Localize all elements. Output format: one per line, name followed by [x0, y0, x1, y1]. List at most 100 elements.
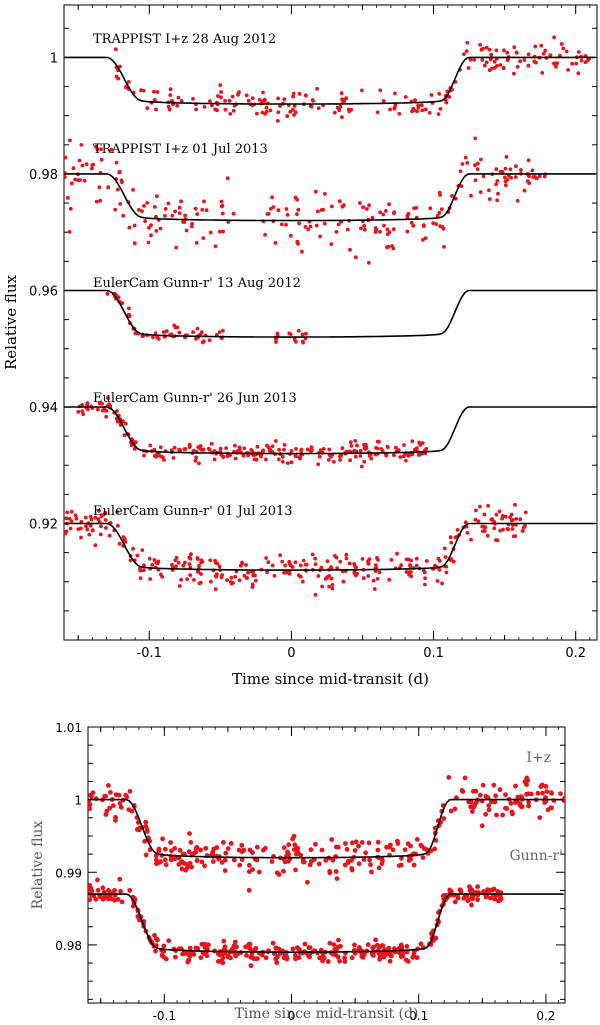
data-point	[350, 840, 355, 846]
data-point	[163, 207, 168, 211]
data-point	[149, 233, 153, 238]
data-point	[294, 851, 299, 857]
data-point	[576, 50, 581, 54]
data-point	[212, 457, 217, 462]
data-point	[276, 872, 282, 877]
data-point	[388, 953, 394, 958]
data-point	[484, 60, 489, 65]
data-point	[135, 553, 140, 558]
data-point	[313, 556, 317, 561]
data-point	[387, 202, 391, 207]
data-point	[141, 88, 146, 93]
data-point	[161, 954, 166, 960]
data-point	[80, 409, 85, 413]
data-point	[349, 444, 354, 448]
data-point	[250, 582, 255, 587]
data-point	[142, 453, 146, 458]
data-point	[395, 551, 399, 556]
data-point	[284, 207, 289, 211]
data-point	[166, 201, 171, 206]
data-point	[250, 96, 255, 101]
series-1	[88, 876, 564, 969]
data-point	[96, 517, 101, 522]
data-point	[353, 573, 358, 578]
data-point	[508, 800, 514, 806]
data-point	[510, 527, 515, 531]
data-point	[503, 805, 508, 811]
data-point	[540, 790, 545, 796]
data-point	[218, 958, 224, 964]
data-point	[487, 68, 492, 73]
data-point	[480, 58, 485, 62]
data-point	[543, 48, 548, 53]
data-point	[97, 508, 101, 513]
data-point	[227, 98, 232, 103]
data-point	[548, 53, 553, 58]
data-point	[306, 227, 311, 232]
data-point	[208, 99, 212, 104]
data-point	[460, 162, 465, 166]
data-point	[152, 89, 156, 94]
data-point	[376, 558, 380, 562]
plot-frame	[63, 4, 598, 641]
data-point	[311, 98, 315, 103]
data-point	[222, 868, 228, 873]
data-point	[415, 446, 419, 450]
data-point	[127, 888, 133, 893]
data-point	[361, 857, 367, 862]
data-point	[534, 60, 538, 65]
data-point	[330, 951, 335, 957]
data-point	[418, 443, 423, 447]
data-point	[364, 207, 369, 211]
data-point	[134, 827, 140, 832]
data-point	[503, 183, 508, 188]
data-point	[292, 337, 297, 342]
data-point	[213, 244, 218, 249]
data-point	[419, 843, 425, 849]
data-point	[94, 199, 99, 204]
data-point	[259, 454, 263, 459]
data-point	[87, 532, 92, 537]
data-point	[504, 155, 509, 159]
data-point	[194, 107, 199, 112]
data-point	[209, 579, 213, 584]
data-point	[298, 563, 303, 568]
data-point	[352, 848, 358, 853]
data-point	[402, 847, 408, 853]
data-point	[495, 889, 501, 894]
data-point	[438, 107, 443, 111]
data-point	[67, 230, 72, 234]
data-point	[448, 808, 454, 814]
data-point	[408, 564, 413, 569]
data-point	[319, 847, 325, 853]
data-point	[187, 555, 192, 560]
data-point	[477, 792, 483, 798]
data-point	[307, 945, 313, 951]
data-point	[421, 568, 426, 573]
data-point	[305, 447, 310, 452]
data-point	[290, 565, 295, 569]
data-point	[428, 206, 433, 211]
data-point	[489, 52, 494, 57]
data-point	[116, 187, 120, 192]
data-point	[197, 581, 202, 586]
data-point	[212, 449, 217, 453]
data-point	[472, 57, 476, 62]
data-point	[274, 960, 280, 966]
data-point	[307, 954, 312, 960]
data-point	[410, 109, 414, 114]
data-point	[255, 111, 259, 116]
data-point	[221, 938, 227, 944]
data-point	[304, 331, 308, 336]
data-point	[327, 868, 332, 874]
data-point	[117, 169, 122, 174]
data-point	[127, 313, 132, 317]
data-point	[160, 836, 166, 842]
data-point	[273, 241, 278, 245]
data-point	[223, 850, 229, 856]
data-point	[360, 954, 366, 960]
data-point	[541, 51, 546, 56]
data-point	[555, 61, 559, 65]
series-label: EulerCam Gunn-r' 26 Jun 2013	[93, 391, 297, 406]
data-point	[378, 88, 383, 93]
